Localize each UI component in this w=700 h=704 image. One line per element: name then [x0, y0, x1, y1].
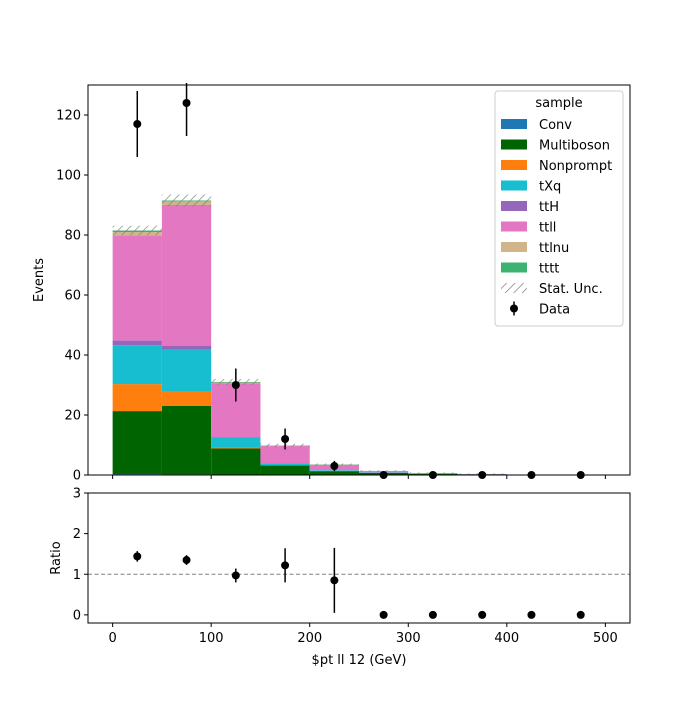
ratio-xtick-label-3: 300	[396, 631, 421, 646]
data-point-4	[330, 462, 338, 470]
ratio-point-2	[232, 571, 240, 579]
ratio-xtick-label-0: 0	[108, 631, 116, 646]
main-ylabel: Events	[32, 258, 47, 302]
bar-nonprompt-bin-2	[211, 448, 260, 449]
legend-swatch-conv	[501, 119, 527, 129]
legend-label-tth: ttH	[539, 200, 559, 215]
legend-label-multiboson: Multiboson	[539, 139, 610, 154]
legend-label-ttll: ttll	[539, 221, 556, 236]
legend-label-tttt: tttt	[539, 262, 559, 277]
ratio-ytick-label-1: 1	[73, 568, 81, 583]
legend-label-conv: Conv	[539, 118, 572, 133]
ratio-xtick-label-5: 500	[593, 631, 618, 646]
bar-tth-bin-1	[162, 346, 211, 350]
legend-label-txq: tXq	[539, 180, 561, 195]
ratio-xlabel: $pt ll 12 (GeV)	[312, 653, 407, 668]
ratio-point-3	[281, 561, 289, 569]
legend-label-ttlnu: ttlnu	[539, 241, 569, 256]
bar-multiboson-bin-1	[162, 406, 211, 474]
stat-unc-bin-0	[113, 226, 162, 236]
main-ytick-label-4: 80	[64, 229, 81, 244]
bar-txq-bin-2	[211, 438, 260, 448]
legend-swatch-ttlnu	[501, 242, 527, 252]
bar-ttll-bin-0	[113, 236, 162, 341]
bar-nonprompt-bin-1	[162, 391, 211, 406]
bar-txq-bin-0	[113, 345, 162, 384]
bar-ttll-bin-1	[162, 205, 211, 346]
legend: sample Conv Multiboson Nonprompt tXq ttH ttll t…	[495, 91, 623, 326]
ratio-xtick-label-1: 100	[199, 631, 224, 646]
legend-label-data: Data	[539, 303, 570, 318]
ratio-ylabel: Ratio	[49, 541, 64, 574]
legend-data-marker	[510, 305, 518, 313]
ratio-ytick-label-3: 3	[73, 487, 81, 502]
main-ytick-label-0: 0	[73, 469, 81, 484]
stat-unc-bin-1	[162, 195, 211, 207]
legend-title: sample	[535, 96, 582, 111]
main-ytick-label-5: 100	[56, 169, 81, 184]
ratio-axes-frame	[88, 493, 630, 623]
ratio-point-4	[330, 576, 338, 584]
main-ytick-label-6: 120	[56, 109, 81, 124]
legend-swatch-tth	[501, 201, 527, 211]
bar-multiboson-bin-0	[113, 411, 162, 474]
legend-swatch-nonprompt	[501, 160, 527, 170]
bar-tth-bin-0	[113, 341, 162, 346]
ratio-ytick-label-2: 2	[73, 527, 81, 542]
data-point-3	[281, 435, 289, 443]
ratio-xtick-label-2: 200	[297, 631, 322, 646]
main-ytick-label-3: 60	[64, 289, 81, 304]
ratio-point-9	[577, 611, 585, 619]
bar-multiboson-bin-2	[211, 448, 260, 474]
bar-nonprompt-bin-0	[113, 384, 162, 411]
bar-txq-bin-1	[162, 350, 211, 391]
bar-multiboson-bin-4	[310, 471, 359, 475]
legend-swatch-txq	[501, 181, 527, 191]
legend-swatch-tttt	[501, 263, 527, 273]
ratio-point-7	[478, 611, 486, 619]
legend-label-nonprompt: Nonprompt	[539, 159, 612, 174]
bar-multiboson-bin-3	[260, 465, 309, 475]
ratio-point-8	[527, 611, 535, 619]
legend-swatch-stat-unc	[501, 283, 527, 293]
main-ytick-label-1: 20	[64, 409, 81, 424]
ratio-point-6	[429, 611, 437, 619]
legend-swatch-ttll	[501, 222, 527, 232]
bar-txq-bin-3	[260, 464, 309, 466]
data-point-1	[183, 99, 191, 107]
ratio-point-5	[380, 611, 388, 619]
main-ytick-label-2: 40	[64, 349, 81, 364]
ratio-point-0	[133, 552, 141, 560]
legend-swatch-multiboson	[501, 140, 527, 150]
legend-label-stat-unc: Stat. Unc.	[539, 282, 603, 297]
ratio-point-1	[183, 556, 191, 564]
data-point-2	[232, 381, 240, 389]
data-point-0	[133, 120, 141, 128]
ratio-ytick-label-0: 0	[73, 608, 81, 623]
ratio-xtick-label-4: 400	[494, 631, 519, 646]
ratio-plot: 0 1 2 3 0 100 200 300 400 500 $pt ll 12 (GeV) Ratio	[49, 487, 630, 669]
